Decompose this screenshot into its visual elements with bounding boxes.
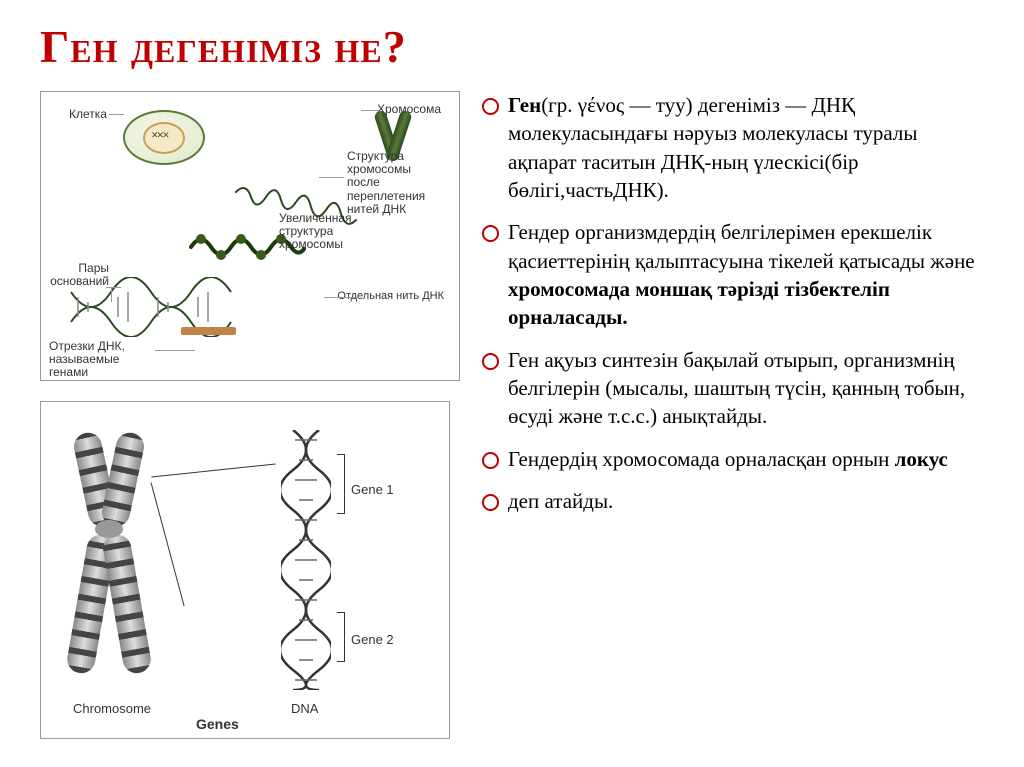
bullet-2: Гендер организмдердің белгілерімен ерекш… [480,218,984,331]
label-gene1: Gene 1 [351,482,394,497]
bullet-4-pre: Гендердің хромосомада орналасқан орнын [508,447,895,471]
label-chromosome: Хромосома [377,102,441,116]
pointer-line-icon [151,463,275,477]
nucleus-shape: ✕✕✕ [143,122,185,154]
label-gene-segments: Отрезки ДНК, называемые генами [49,340,154,380]
bullet-5: деп атайды. [480,487,984,515]
label-chromosome-en: Chromosome [73,701,151,716]
label-basepairs: Пары оснований [49,262,109,288]
label-dna-en: DNA [291,701,318,716]
content-row: ✕✕✕ [40,91,984,759]
diagram-chromosome-genes: Chromosome DNA Genes Gene 1 Gene 2 [40,401,450,739]
right-column: Ген(гр. γένος — туу) дегеніміз — ДНҚ мол… [480,91,984,759]
bullet-3: Ген ақуыз синтезін бақылай отырып, орган… [480,346,984,431]
bullet-3-text: Ген ақуыз синтезін бақылай отырып, орган… [508,348,965,429]
bullet-5-text: деп атайды. [508,489,613,513]
slide-title: Ген дегеніміз не? [40,20,984,73]
label-structure: Структура хромосомы после переплетения н… [347,150,447,216]
left-column: ✕✕✕ [40,91,460,759]
diagram-cell-dna: ✕✕✕ [40,91,460,381]
label-gene2: Gene 2 [351,632,394,647]
bullet-1-text: (гр. γένος — туу) дегеніміз — ДНҚ молеку… [508,93,917,202]
gene1-bracket-icon [337,454,345,514]
bullet-4-bold: локус [895,447,948,471]
pointer-line-icon [151,482,185,606]
slide: Ген дегеніміз не? ✕✕✕ [0,0,1024,767]
label-single-strand: Отдельная нить ДНК [337,290,444,302]
bullet-2-bold: хромосомада моншақ тәрізді тізбектеліп о… [508,277,890,329]
dna-vertical-icon [281,430,331,690]
gene2-bracket-icon [337,612,345,662]
bullet-1-lead: Ген [508,93,541,117]
bullet-4: Гендердің хромосомада орналасқан орнын л… [480,445,984,473]
label-genes-en: Genes [196,716,239,732]
label-cell: Клетка [69,107,107,121]
bullet-list: Ген(гр. γένος — туу) дегеніміз — ДНҚ мол… [480,91,984,515]
bullet-1: Ген(гр. γένος — туу) дегеніміз — ДНҚ мол… [480,91,984,204]
chromatin-icon: ✕✕✕ [151,130,179,148]
bullet-2-pre: Гендер организмдердің белгілерімен ерекш… [508,220,975,272]
label-enlarged: Увеличенная структура хромосомы [279,212,389,252]
cell-shape: ✕✕✕ [123,110,205,165]
